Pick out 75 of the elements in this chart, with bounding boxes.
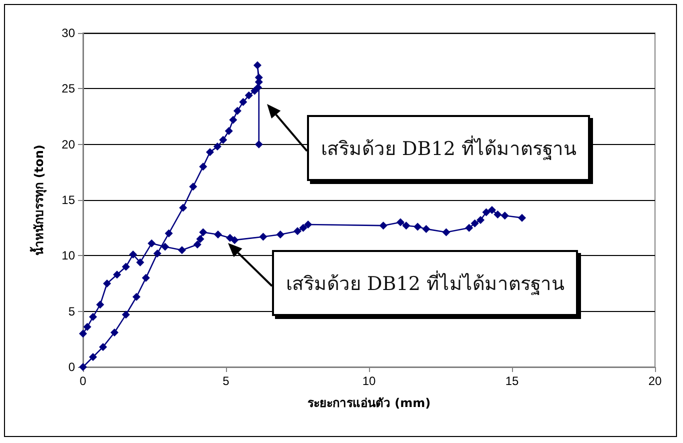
point <box>244 91 253 100</box>
point <box>179 204 188 212</box>
point <box>494 210 502 218</box>
point <box>500 212 509 220</box>
point <box>482 208 490 216</box>
point <box>96 300 104 309</box>
point <box>103 280 112 288</box>
annotation: เสริมด้วย DB12 ที่ไม่ได้มาตรฐาน <box>272 250 578 316</box>
annotation: เสริมด้วย DB12 ที่ได้มาตรฐาน <box>307 115 590 181</box>
point <box>136 258 144 266</box>
y-tick-label: 0 <box>68 360 76 374</box>
y-tick-label: 30 <box>62 26 76 40</box>
point <box>299 224 308 232</box>
point <box>122 262 130 271</box>
point <box>213 142 222 151</box>
x-tick-label: 0 <box>80 374 87 388</box>
point <box>89 352 98 361</box>
point <box>161 242 170 251</box>
point <box>214 230 222 239</box>
point <box>233 106 242 115</box>
point <box>442 228 450 236</box>
y-tick-label: 20 <box>62 137 76 152</box>
y-axis-title: น้ำหนักบรรทุก (ton) <box>29 144 47 256</box>
point <box>226 234 234 242</box>
point <box>422 224 430 233</box>
point <box>189 182 198 191</box>
x-axis-title: ระยะการแอ่นตัว (mm) <box>307 396 431 410</box>
point <box>229 116 238 124</box>
point <box>164 229 173 238</box>
y-tick-label: 5 <box>68 304 76 318</box>
point <box>253 61 262 70</box>
point <box>219 136 228 144</box>
point <box>199 162 208 171</box>
point <box>239 98 248 106</box>
point <box>224 126 233 135</box>
y-tick-label: 10 <box>62 248 76 263</box>
point <box>379 222 388 230</box>
point <box>79 330 87 338</box>
point <box>465 224 474 232</box>
point <box>153 249 162 258</box>
point <box>99 342 108 351</box>
point <box>83 322 92 331</box>
point <box>206 148 214 156</box>
point <box>122 310 130 319</box>
point <box>230 236 239 244</box>
x-tick-label: 10 <box>362 374 376 388</box>
point <box>254 84 262 92</box>
point <box>193 240 202 249</box>
point <box>402 222 410 230</box>
y-tick-label: 25 <box>62 82 76 96</box>
point <box>142 274 150 282</box>
point <box>178 246 186 254</box>
point <box>89 312 98 321</box>
point <box>129 250 138 259</box>
point <box>518 214 526 222</box>
point <box>476 216 485 224</box>
x-tick-label: 15 <box>505 374 519 388</box>
point <box>294 227 302 236</box>
point <box>199 228 208 236</box>
point <box>110 328 118 336</box>
point <box>470 219 479 228</box>
x-tick-label: 20 <box>648 374 662 388</box>
point <box>488 206 496 214</box>
point <box>132 292 140 301</box>
point <box>113 270 122 279</box>
y-tick-label: 15 <box>62 193 76 207</box>
point <box>304 220 312 228</box>
point <box>276 230 284 239</box>
point <box>254 140 263 148</box>
point <box>259 232 268 241</box>
point <box>148 239 156 248</box>
point <box>414 222 422 231</box>
point <box>196 234 204 243</box>
point <box>396 218 404 226</box>
x-tick-label: 5 <box>222 374 230 388</box>
